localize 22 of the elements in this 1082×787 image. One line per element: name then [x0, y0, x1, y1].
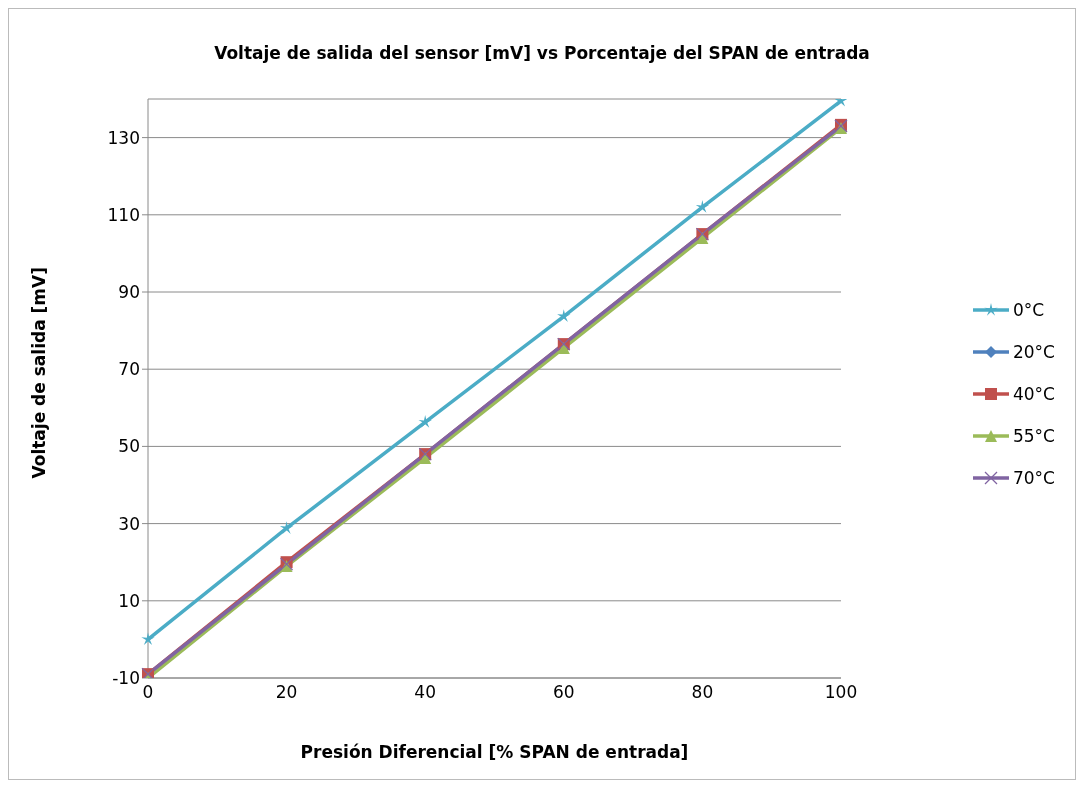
x-tick-label: 20: [275, 682, 298, 703]
chart-title: Voltaje de salida del sensor [mV] vs Porcentaje del SPAN de entrada: [213, 43, 871, 63]
y-tick-label: 30: [118, 513, 140, 534]
legend-label: 20°C: [1012, 342, 1055, 362]
y-tick-label: 10: [118, 590, 140, 611]
y-axis-title: Voltaje de salida [mV]: [29, 267, 50, 479]
legend-label: 40°C: [1012, 384, 1055, 404]
y-tick-label: 110: [107, 204, 140, 225]
legend-label: 0°C: [1012, 300, 1045, 320]
y-tick-label: 130: [107, 127, 140, 148]
y-tick-label: 90: [118, 282, 140, 303]
legend-label: 70°C: [1012, 468, 1055, 488]
y-tick-label: -10: [112, 668, 140, 689]
x-tick-label: 40: [414, 682, 437, 703]
y-tick-label: 70: [118, 359, 140, 380]
x-tick-label: 100: [824, 682, 858, 703]
x-tick-label: 0: [142, 682, 154, 703]
x-tick-label: 80: [691, 682, 714, 703]
legend-label: 55°C: [1012, 426, 1055, 446]
y-tick-label: 50: [118, 436, 140, 457]
x-tick-label: 60: [552, 682, 575, 703]
x-axis-title: Presión Diferencial [% SPAN de entrada]: [300, 742, 689, 762]
